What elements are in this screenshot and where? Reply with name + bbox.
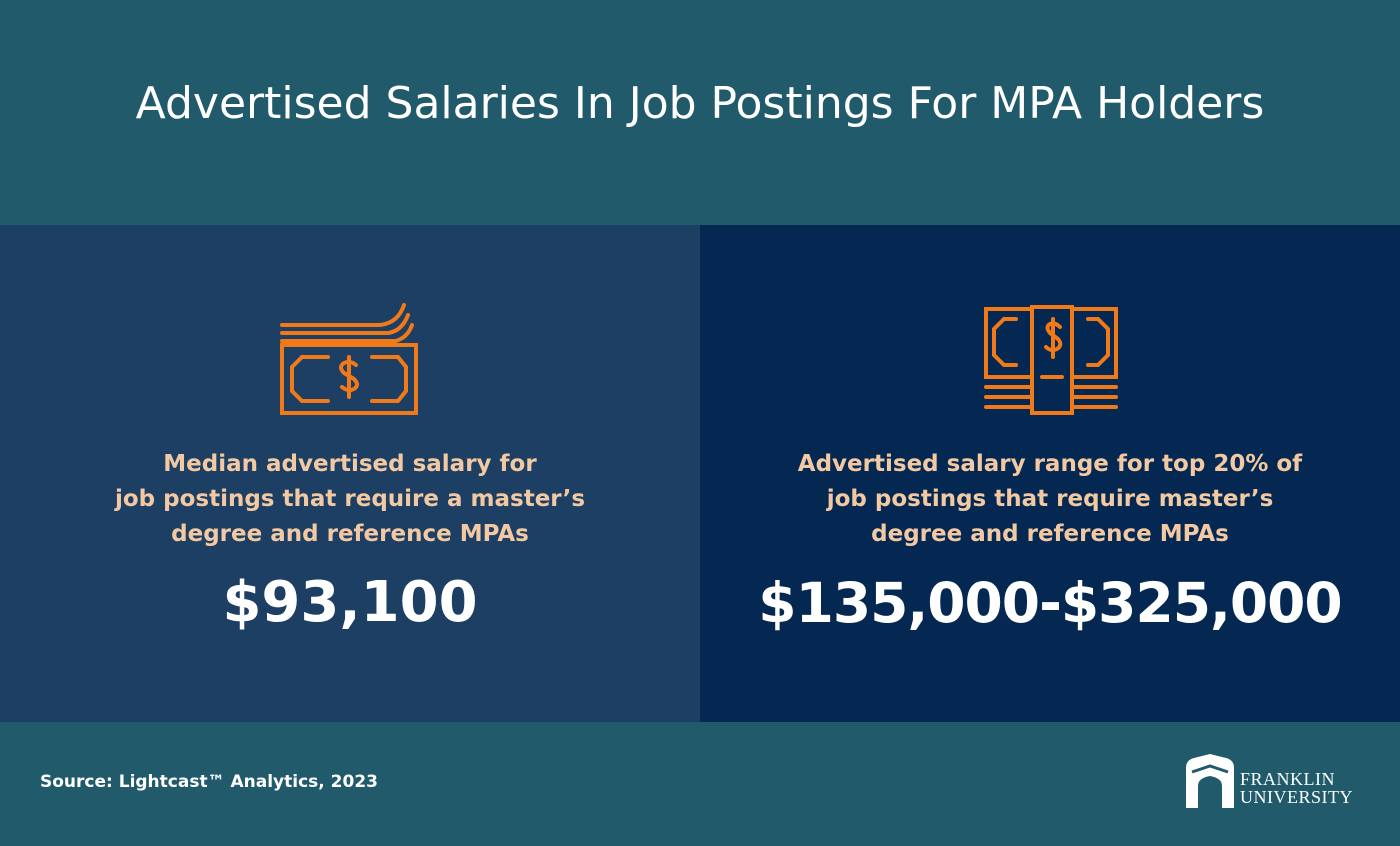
- median-salary-description: Median advertised salary for job posting…: [0, 447, 700, 552]
- median-salary-value: $93,100: [222, 570, 478, 635]
- description-line: Advertised salary range for top 20% of: [797, 451, 1303, 477]
- cash-stack-icon: [984, 305, 1118, 415]
- description-line: Median advertised salary for: [163, 451, 537, 477]
- franklin-university-logo: FRANKLIN UNIVERSITY: [1184, 750, 1364, 812]
- source-citation: Source: Lightcast™ Analytics, 2023: [40, 772, 378, 792]
- logo-line: FRANKLIN: [1240, 769, 1336, 789]
- description-line: job postings that require master’s: [826, 486, 1274, 512]
- logo-wordmark: FRANKLIN UNIVERSITY: [1240, 770, 1353, 806]
- cash-bills-icon: [280, 303, 418, 415]
- description-line: degree and reference MPAs: [171, 521, 529, 547]
- description-line: degree and reference MPAs: [871, 521, 1229, 547]
- arch-logo-icon: [1186, 754, 1234, 808]
- median-salary-panel: Median advertised salary for job posting…: [0, 225, 700, 722]
- salary-range-description: Advertised salary range for top 20% of j…: [700, 447, 1400, 552]
- salary-range-value: $135,000-$325,000: [758, 571, 1342, 635]
- page-title: Advertised Salaries In Job Postings For …: [135, 78, 1265, 129]
- salary-range-panel: Advertised salary range for top 20% of j…: [700, 225, 1400, 722]
- logo-line: UNIVERSITY: [1240, 787, 1353, 807]
- description-line: job postings that require a master’s: [114, 486, 586, 512]
